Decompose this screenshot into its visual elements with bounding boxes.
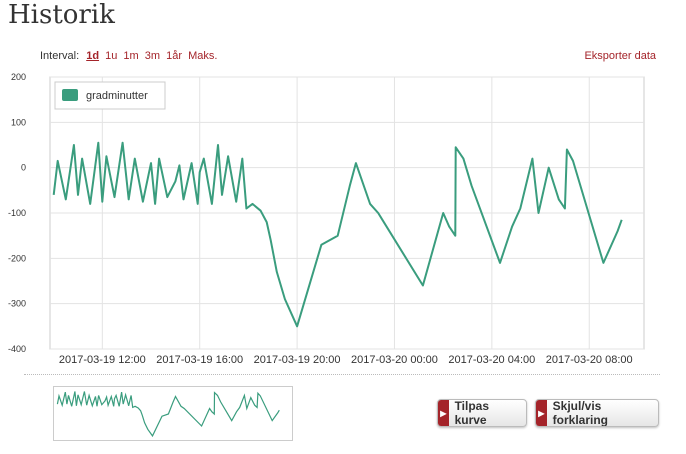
interval-selector: Interval: 1d 1u 1m 3m 1år Maks. <box>40 50 220 62</box>
legend-label: gradminutter <box>86 90 148 102</box>
toggle-legend-button[interactable]: ▶ Skjul/vis forklaring <box>535 399 659 427</box>
y-tick-label: -300 <box>8 299 26 309</box>
y-tick-label: -100 <box>8 208 26 218</box>
overview-plot <box>56 391 280 438</box>
interval-option-maks[interactable]: Maks. <box>188 50 218 62</box>
x-tick-label: 2017-03-19 20:00 <box>254 354 341 366</box>
x-tick-label: 2017-03-20 00:00 <box>351 354 438 366</box>
y-axis-ticks: 200 100 0 -100 -200 -300 -400 <box>8 72 26 354</box>
interval-label: Interval: <box>40 50 80 62</box>
interval-option-1u[interactable]: 1u <box>105 50 118 62</box>
fit-curve-button[interactable]: ▶ Tilpas kurve <box>437 399 527 427</box>
y-tick-label: -400 <box>8 344 26 354</box>
overview-line <box>56 391 280 438</box>
y-tick-label: 0 <box>21 163 26 173</box>
x-tick-label: 2017-03-19 16:00 <box>156 354 243 366</box>
arrow-right-icon: ▶ <box>536 400 547 426</box>
interval-option-1aar[interactable]: 1år <box>166 50 183 62</box>
y-tick-label: 100 <box>11 117 26 127</box>
series-line-gradminutter <box>52 141 623 328</box>
y-tick-label: 200 <box>11 72 26 82</box>
x-tick-label: 2017-03-20 04:00 <box>448 354 535 366</box>
fit-curve-label: Tilpas kurve <box>454 399 490 427</box>
legend-swatch <box>62 89 78 101</box>
legend-box[interactable]: gradminutter <box>54 81 166 110</box>
interval-option-3m[interactable]: 3m <box>144 50 161 62</box>
page-title: Historik <box>8 0 115 30</box>
toggle-legend-label: Skjul/vis forklaring <box>552 399 608 427</box>
arrow-right-icon: ▶ <box>438 400 449 426</box>
overview-chart[interactable] <box>53 386 293 441</box>
interval-option-1m[interactable]: 1m <box>123 50 139 62</box>
export-data-link[interactable]: Eksporter data <box>584 50 656 62</box>
x-tick-label: 2017-03-20 08:00 <box>546 354 633 366</box>
x-tick-label: 2017-03-19 12:00 <box>59 354 146 366</box>
y-tick-label: -200 <box>8 253 26 263</box>
history-chart: 200 100 0 -100 -200 -300 -400 2017-03-19 12:00… <box>8 72 645 366</box>
x-axis-ticks: 2017-03-19 12:00 2017-03-19 16:00 2017-03-… <box>59 354 633 366</box>
chart-grid <box>49 76 645 350</box>
divider <box>24 374 660 375</box>
interval-option-1d[interactable]: 1d <box>86 50 100 62</box>
